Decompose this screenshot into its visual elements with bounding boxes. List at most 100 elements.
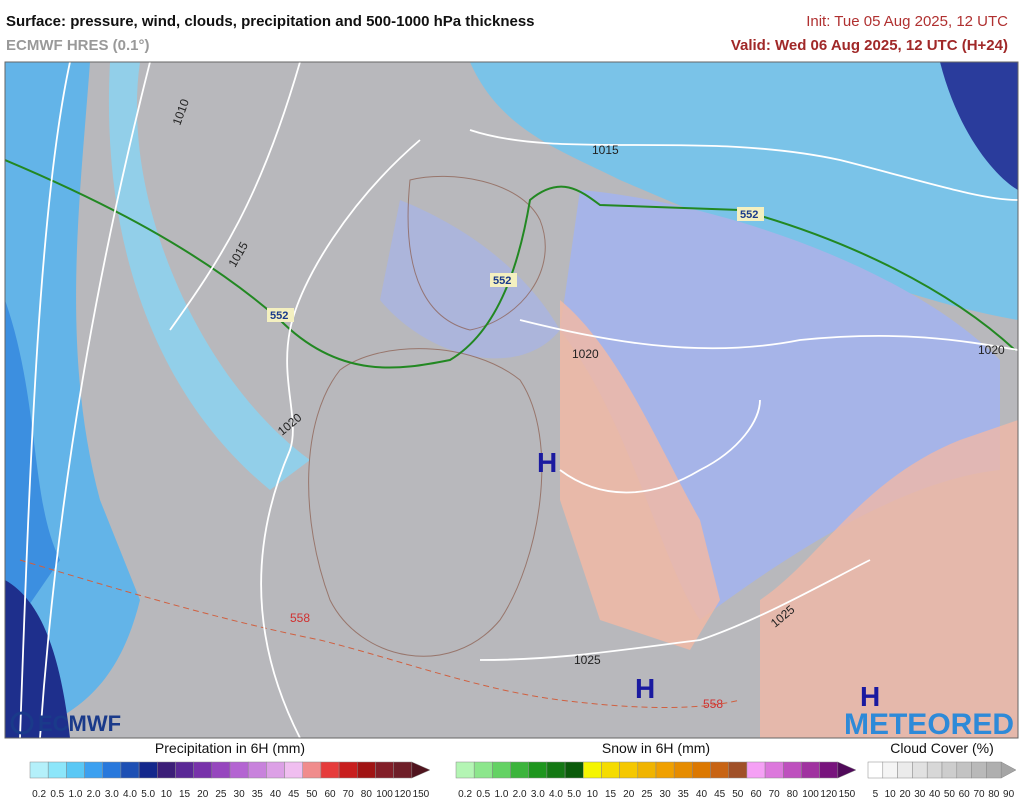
valid-time: Valid: Wed 06 Aug 2025, 12 UTC (H+24) [731,37,1008,54]
legend-tick-label: 60 [750,789,762,800]
legend-tick-label: 45 [288,789,300,800]
legend-swatch [728,761,748,779]
legend-tick-label: 5.0 [141,789,155,800]
high-pressure-marker: H [537,447,557,478]
legend-swatch [837,761,857,779]
legend-swatch [673,761,693,779]
legend-tick-label: 25 [215,789,227,800]
legend-tick-label: 0.2 [458,789,472,800]
legend-swatch [175,761,194,779]
legend-tick-label: 100 [376,789,393,800]
legends: Precipitation in 6H (mm) 0.2 0.5 1.0 2.0 3.0 4… [29,740,1017,800]
legend-swatch [455,761,475,779]
legend-tick-label: 50 [944,789,956,800]
thickness-label: 552 [493,275,511,287]
legend-swatch [564,761,584,779]
legend-tick-label: 45 [714,789,726,800]
legend-tick-label: 50 [306,789,318,800]
meteored-logo: METEORED [844,708,1014,741]
legend-tick-label: 40 [929,789,941,800]
legend-tick-label: 120 [820,789,837,800]
model-name: ECMWF HRES (0.1°) [6,37,150,54]
legend-tick-label: 4.0 [123,789,137,800]
legend-tick-label: 10 [161,789,173,800]
map-title: Surface: pressure, wind, clouds, precipi… [6,13,535,30]
legend-swatch [84,761,103,779]
legend-tick-label: 5.0 [567,789,581,800]
thickness-label: 558 [290,611,310,625]
legend-swatch [357,761,376,779]
legend-tick-label: 50 [732,789,744,800]
legend-title: Cloud Cover (%) [890,740,993,756]
legend-swatch [473,761,493,779]
isobar-label: 1015 [592,143,619,157]
legend-tick-label: 60 [324,789,336,800]
legend-tick-label: 20 [197,789,209,800]
legend-tick-label: 30 [234,789,246,800]
legend-swatch [66,761,85,779]
legend-swatch [819,761,839,779]
legend-tick-label: 80 [361,789,373,800]
isobar-label: 1025 [574,653,601,667]
legend-swatch [926,761,943,779]
legend-swatch [492,761,511,779]
legend-swatch [284,761,303,779]
legend-title: Precipitation in 6H (mm) [155,740,305,756]
legend-swatch [102,761,122,779]
legend-tick-label: 3.0 [105,789,119,800]
legend-tick-label: 30 [660,789,672,800]
legend-tick-label: 90 [1003,789,1015,800]
legend-tick-label: 70 [343,789,355,800]
legend-tick-label: 4.0 [549,789,563,800]
legend-swatch [157,761,176,779]
legend-swatch [882,761,898,779]
legend-swatch [375,761,394,779]
legend-swatch [393,761,413,779]
isobar-label: 1020 [978,343,1005,357]
legend-swatch [801,761,820,779]
legend-tick-label: 25 [641,789,653,800]
isobar-label: 1020 [572,347,599,361]
legend-tick-label: 10 [885,789,897,800]
legend-tick-label: 0.5 [476,789,490,800]
legend-tick-label: 1.0 [495,789,509,800]
legend-swatch [29,761,49,779]
legend-swatch [971,761,987,779]
legend-swatch [138,761,158,779]
legend-tick-label: 70 [769,789,781,800]
legend-swatch [956,761,972,779]
legend-tick-label: 15 [179,789,191,800]
legend-swatch [211,761,231,779]
legend-swatch [193,761,213,779]
legend-swatch [764,761,784,779]
legend-tick-label: 80 [988,789,1000,800]
legend-swatch [897,761,913,779]
legend-tick-label: 70 [973,789,985,800]
init-time: Init: Tue 05 Aug 2025, 12 UTC [806,13,1008,30]
legend-swatch [411,761,431,779]
legend-tick-label: 20 [899,789,911,800]
legend-tick-label: 2.0 [87,789,101,800]
legend-tick-label: 30 [914,789,926,800]
legend-swatch [986,761,1002,779]
legend-tick-label: 0.2 [32,789,46,800]
legend-swatch [710,761,729,779]
legend-swatch [692,761,711,779]
legend-swatch [120,761,140,779]
legend-tick-label: 3.0 [531,789,545,800]
legend-tick-label: 0.5 [50,789,64,800]
legend-swatch [510,761,529,779]
legend-swatch [601,761,620,779]
thickness-label: 558 [703,697,723,711]
legend-tick-label: 10 [587,789,599,800]
thickness-label: 552 [740,209,758,221]
legend-swatch [1000,761,1017,779]
legend-swatch [546,761,566,779]
legend-swatch [528,761,548,779]
map: 1010 1015 1015 1020 1020 1020 1025 1025 … [4,61,1019,741]
ecmwf-logo: ECMWF [38,711,121,736]
legend-swatch [229,761,249,779]
legend-swatch [655,761,675,779]
legend-swatch [302,761,322,779]
